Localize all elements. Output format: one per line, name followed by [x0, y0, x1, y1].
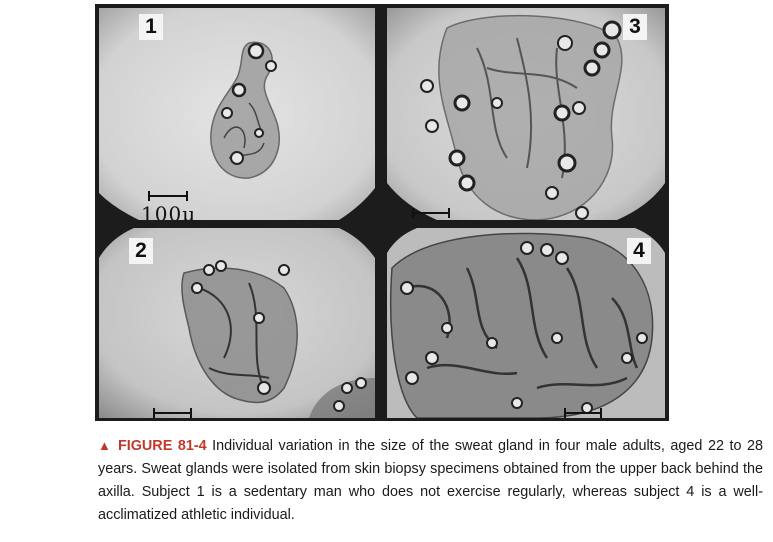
triangle-marker-icon: ▲ [98, 438, 113, 453]
panel-number-4: 4 [627, 238, 651, 264]
panel-3-image [387, 8, 665, 220]
panel-number-2: 2 [129, 238, 153, 264]
micrograph-panel-1: 1 100μ [99, 8, 375, 220]
micrograph-figure: 1 100μ [95, 4, 669, 421]
panel-number-3: 3 [623, 14, 647, 40]
panel-4-image [387, 228, 665, 418]
panel-number-1: 1 [139, 14, 163, 40]
figure-label: FIGURE 81-4 [117, 438, 207, 454]
panel-1-image [99, 8, 375, 220]
scale-bar-label: 100μ [141, 202, 197, 220]
micrograph-panel-4: 4 [387, 228, 665, 418]
micrograph-panel-2: 2 [99, 228, 375, 418]
figure-caption: ▲ FIGURE 81-4 Individual variation in th… [98, 434, 763, 527]
micrograph-panel-3: 3 [387, 8, 665, 220]
caption-text: Individual variation in the size of the … [98, 438, 764, 523]
